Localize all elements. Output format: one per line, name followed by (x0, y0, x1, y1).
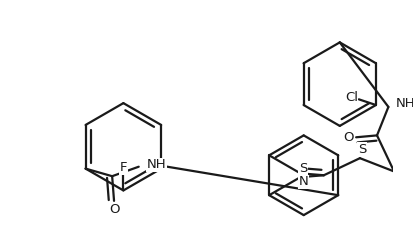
Text: S: S (298, 162, 307, 175)
Text: N: N (298, 175, 307, 188)
Text: NH: NH (395, 97, 413, 110)
Text: F: F (119, 161, 127, 174)
Text: S: S (357, 143, 365, 156)
Text: O: O (342, 131, 353, 144)
Text: O: O (109, 203, 119, 216)
Text: Cl: Cl (344, 91, 357, 104)
Text: NH: NH (146, 158, 166, 171)
